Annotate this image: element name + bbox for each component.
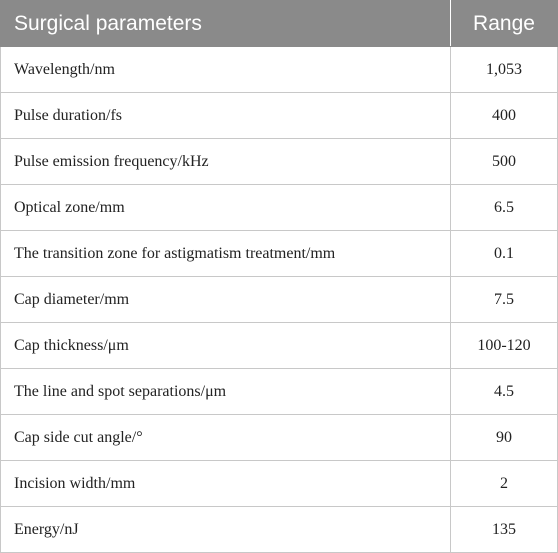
range-cell: 1,053 xyxy=(450,46,558,93)
table-row: Incision width/mm 2 xyxy=(0,460,558,507)
header-range: Range xyxy=(450,0,558,47)
parameter-cell: Pulse duration/fs xyxy=(0,92,451,139)
parameter-cell: Wavelength/nm xyxy=(0,46,451,93)
table-header: Surgical parameters Range xyxy=(0,0,558,47)
table-row: Cap thickness/μm 100-120 xyxy=(0,322,558,369)
range-cell: 6.5 xyxy=(450,184,558,231)
parameter-cell: Cap side cut angle/° xyxy=(0,414,451,461)
table-body: Wavelength/nm 1,053 Pulse duration/fs 40… xyxy=(0,46,558,553)
parameter-cell: Optical zone/mm xyxy=(0,184,451,231)
range-cell: 7.5 xyxy=(450,276,558,323)
table-row: Wavelength/nm 1,053 xyxy=(0,46,558,93)
table-row: Pulse duration/fs 400 xyxy=(0,92,558,139)
range-cell: 4.5 xyxy=(450,368,558,415)
table-row: Energy/nJ 135 xyxy=(0,506,558,553)
table-row: The line and spot separations/μm 4.5 xyxy=(0,368,558,415)
range-cell: 0.1 xyxy=(450,230,558,277)
parameter-cell: Cap thickness/μm xyxy=(0,322,451,369)
range-cell: 100-120 xyxy=(450,322,558,369)
parameter-cell: Incision width/mm xyxy=(0,460,451,507)
table-row: Optical zone/mm 6.5 xyxy=(0,184,558,231)
range-cell: 500 xyxy=(450,138,558,185)
range-cell: 90 xyxy=(450,414,558,461)
header-surgical-parameters: Surgical parameters xyxy=(0,0,451,47)
parameter-cell: Energy/nJ xyxy=(0,506,451,553)
header-row: Surgical parameters Range xyxy=(0,0,558,47)
table-row: Cap diameter/mm 7.5 xyxy=(0,276,558,323)
parameter-cell: The transition zone for astigmatism trea… xyxy=(0,230,451,277)
range-cell: 135 xyxy=(450,506,558,553)
range-cell: 400 xyxy=(450,92,558,139)
range-cell: 2 xyxy=(450,460,558,507)
parameter-cell: The line and spot separations/μm xyxy=(0,368,451,415)
parameter-cell: Pulse emission frequency/kHz xyxy=(0,138,451,185)
parameter-cell: Cap diameter/mm xyxy=(0,276,451,323)
table-row: Cap side cut angle/° 90 xyxy=(0,414,558,461)
table-row: Pulse emission frequency/kHz 500 xyxy=(0,138,558,185)
table-row: The transition zone for astigmatism trea… xyxy=(0,230,558,277)
